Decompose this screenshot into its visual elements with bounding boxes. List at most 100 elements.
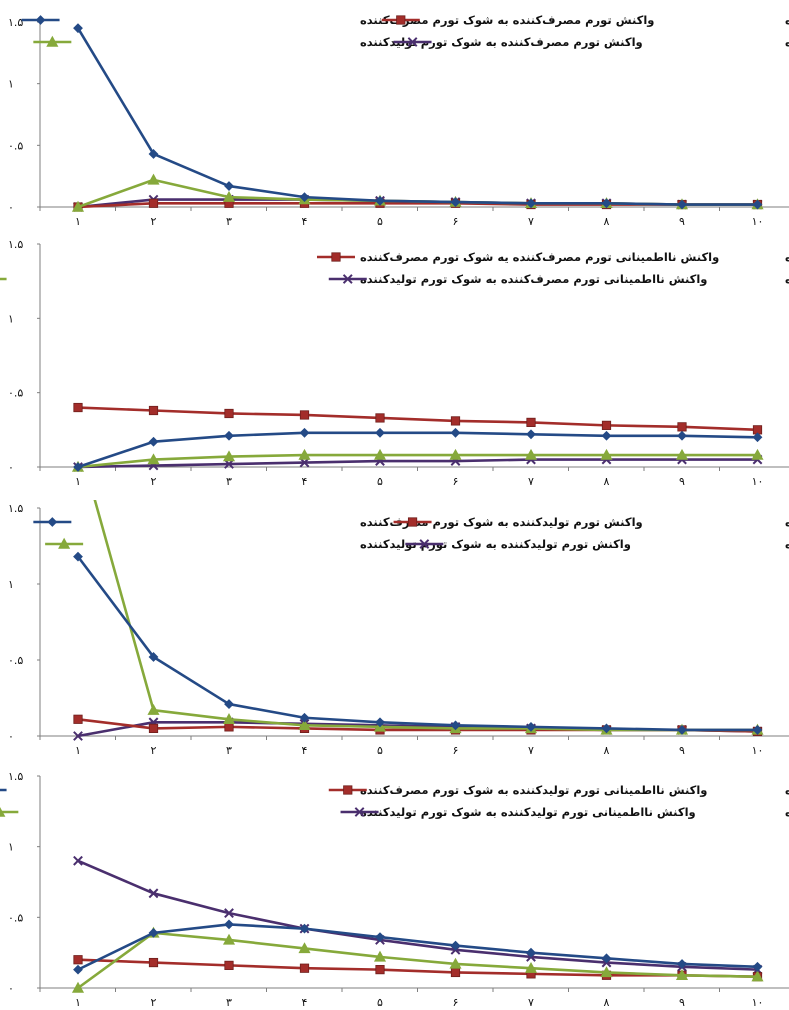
- data-point: [148, 927, 159, 938]
- x-tick-label: ۸: [604, 215, 610, 228]
- data-point: [299, 410, 310, 420]
- data-point: [148, 957, 159, 968]
- data-point: [601, 198, 612, 209]
- data-point: [147, 173, 160, 185]
- data-point: [224, 430, 234, 441]
- y-tick-label: ۱: [8, 312, 14, 325]
- legend-entry: واکنش تورم تولیدکننده به شوک تورم مصرف‌ک…: [33, 515, 643, 530]
- x-tick-label: ۹: [679, 215, 685, 228]
- x-tick-label: ۳: [226, 215, 232, 228]
- data-point: [600, 966, 613, 978]
- x-tick-label: ۳: [226, 744, 232, 757]
- series-triangle: [71, 926, 764, 993]
- data-point: [224, 960, 234, 970]
- data-point: [373, 950, 387, 962]
- legend-label: واکنش نااطمینانی تورم مصرف‌کننده به شوک …: [360, 272, 707, 287]
- legend-entry: واکنش تورم مصرف‌کننده به شوک تورم تولیدک…: [33, 35, 643, 50]
- legend-entry: واکنش نااطمینانی تورم تولیدکننده به شوک …: [328, 783, 789, 798]
- chart-panel-2: ۰ ۰.۵ ۱ ۱.۵ ۱ ۲ ۳ ۴ ۵ ۶ ۷ ۸ ۹ ۱۰ واکنش نااطمینانی تورم…: [0, 238, 789, 488]
- data-point: [148, 405, 159, 416]
- x-tick-label: ۹: [679, 475, 685, 488]
- data-point: [752, 199, 763, 210]
- data-point: [677, 430, 687, 441]
- chart-panel-3: ۰ ۰.۵ ۱ ۱.۵ ۱ ۲ ۳ ۴ ۵ ۶ ۷ ۸ ۹ ۱۰ واکنش تورم تولیدکننده…: [8, 500, 789, 757]
- data-point: [373, 448, 387, 460]
- data-point: [148, 723, 159, 733]
- x-tick-label: ۹: [679, 996, 685, 1009]
- x-tick-label: ۱: [75, 475, 81, 488]
- x-tick-label: ۷: [528, 996, 534, 1009]
- legend-entry: واکنش نااطمینانی تورم مصرف‌کننده به شوک …: [0, 272, 707, 287]
- legend-marker: [343, 785, 353, 795]
- x-tick-label: ۸: [604, 996, 610, 1009]
- data-point: [222, 190, 236, 202]
- series-diamond: [73, 427, 763, 472]
- data-point: [526, 721, 536, 732]
- x-tick-label: ۴: [302, 744, 308, 757]
- legend-marker: [407, 37, 418, 47]
- legend-label: واکنش تورم تولیدکننده به شوک نااطمینانی …: [785, 537, 789, 552]
- y-tick-label: ۰: [8, 730, 14, 743]
- data-point: [601, 953, 612, 964]
- x-tick-label: ۲: [151, 215, 157, 228]
- legend-marker: [35, 15, 46, 25]
- data-point: [147, 703, 160, 715]
- legend-marker: [47, 517, 58, 527]
- x-tick-label: ۸: [604, 744, 610, 757]
- legend-entry: واکنش نااطمینانی تورم مصرف‌کننده به شوک …: [316, 250, 789, 265]
- x-tick-label: ۳: [226, 996, 232, 1009]
- data-point: [375, 413, 385, 423]
- legend-label: واکنش نااطمینانی تورم تولیدکننده به شوک …: [360, 783, 707, 798]
- series-x: [73, 855, 763, 975]
- data-point: [224, 919, 234, 930]
- series-diamond: [73, 23, 763, 210]
- data-point: [450, 197, 461, 207]
- series-line: [76, 555, 758, 732]
- series-diamond: [73, 551, 763, 735]
- data-point: [526, 198, 536, 209]
- data-point: [524, 448, 538, 460]
- x-tick-label: ۵: [377, 475, 383, 488]
- legend-label: واکنش تورم تولیدکننده به شوک تورم مصرف‌ک…: [360, 515, 643, 530]
- series-line: [77, 859, 758, 971]
- x-tick-label: ۹: [679, 744, 685, 757]
- legend-entry: واکنش تورم مصرف‌کننده به شوک تورم مصرف‌ک…: [21, 13, 654, 28]
- x-tick-label: ۱: [75, 744, 81, 757]
- data-point: [298, 942, 311, 954]
- x-tick-label: ۶: [453, 215, 459, 228]
- x-tick-label: ۲: [151, 475, 157, 488]
- x-tick-label: ۱: [75, 996, 81, 1009]
- data-point: [601, 430, 612, 441]
- series-line: [77, 453, 758, 469]
- data-point: [222, 450, 236, 462]
- legend-entry: واکنش نااطمینانی تورم مصرف‌کننده به شوک …: [328, 272, 789, 287]
- series-line: [77, 958, 758, 978]
- data-point: [450, 427, 461, 438]
- x-tick-label: ۱۰: [752, 744, 764, 757]
- data-point: [375, 932, 385, 943]
- legend-label: واکنش نااطمینانی تورم مصرف‌کننده به شوک …: [785, 272, 789, 287]
- x-tick-label: ۱: [75, 215, 81, 228]
- data-point: [73, 714, 83, 724]
- data-point: [298, 448, 311, 460]
- y-tick-label: ۱: [8, 841, 14, 854]
- x-tick-label: ۲: [151, 744, 157, 757]
- data-point: [299, 427, 310, 438]
- data-point: [450, 416, 461, 426]
- y-tick-label: ۰.۵: [8, 654, 23, 667]
- data-point: [677, 725, 687, 735]
- y-tick-label: ۰: [8, 982, 14, 995]
- legend-marker: [331, 252, 341, 262]
- data-point: [677, 199, 687, 210]
- data-point: [148, 436, 159, 447]
- legend-entry: واکنش تورم تولیدکننده به شوک نااطمینانی …: [393, 515, 789, 530]
- data-point: [526, 947, 536, 958]
- legend-label: واکنش تورم مصرف‌کننده به شوک نااطمینانی …: [785, 35, 789, 50]
- data-point: [224, 908, 234, 919]
- data-point: [450, 967, 461, 978]
- legend-entry: واکنش نااطمینانی تورم تولیدکننده به شوک …: [340, 805, 789, 820]
- data-point: [677, 422, 687, 432]
- legend-marker: [58, 537, 71, 549]
- data-point: [752, 961, 763, 972]
